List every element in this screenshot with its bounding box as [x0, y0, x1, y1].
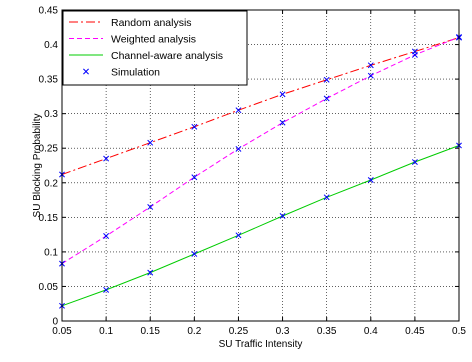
simulation-point [235, 145, 242, 152]
simulation-point [191, 123, 198, 130]
simulation-point [103, 286, 110, 293]
y-tick-label: 0 [52, 317, 58, 328]
y-tick-label: 0.2 [44, 178, 58, 189]
simulation-point [411, 51, 418, 58]
simulation-point [235, 232, 242, 239]
legend-label: Simulation [111, 66, 160, 78]
legend-entry: Random analysis [69, 17, 192, 29]
x-tick-label: 0.3 [276, 326, 290, 337]
simulation-point [367, 72, 374, 79]
simulation-point [367, 62, 374, 69]
simulation-point [323, 76, 330, 83]
y-tick-label: 0.1 [44, 247, 58, 258]
simulation-point [147, 269, 154, 276]
simulation-point [279, 119, 286, 126]
x-tick-label: 0.15 [140, 326, 160, 337]
legend-entry: Simulation [83, 66, 160, 78]
y-tick-label: 0.3 [44, 109, 58, 120]
y-tick-label: 0.45 [39, 6, 59, 17]
simulation-point [103, 155, 110, 162]
legend-entry: Channel-aware analysis [69, 50, 223, 62]
x-tick-label: 0.1 [99, 326, 113, 337]
x-tick-label: 0.05 [52, 326, 72, 337]
simulation-markers [59, 33, 462, 309]
simulation-point [147, 139, 154, 146]
simulation-point [367, 177, 374, 183]
plot-area [61, 9, 460, 322]
y-axis-label: SU Blocking Probability [32, 114, 43, 218]
y-tick-label: 0.4 [44, 40, 58, 51]
legend-entry: Weighted analysis [69, 33, 196, 45]
legend-label: Random analysis [111, 17, 192, 29]
simulation-point [235, 107, 242, 114]
series-layer [61, 36, 460, 307]
x-tick-label: 0.45 [405, 326, 425, 337]
x-tick-label: 0.4 [364, 326, 378, 337]
x-tick-label: 0.35 [317, 326, 337, 337]
legend: Random analysis Weighted analysis Channel-… [62, 10, 248, 86]
x-axis-label: SU Traffic Intensity [219, 339, 303, 350]
series-line-2 [61, 36, 460, 265]
y-tick-label: 0.15 [39, 213, 59, 224]
simulation-point [191, 251, 198, 257]
series-line-3 [61, 145, 460, 307]
legend-label: Weighted analysis [111, 33, 196, 45]
simulation-point [323, 95, 330, 102]
simulation-point [103, 233, 110, 239]
series-line-1 [61, 37, 460, 175]
y-tick-labels: 0 0.05 0.1 0.15 0.2 0.25 0.3 0.35 0.4 0.45 [39, 6, 59, 328]
x-tick-label: 0.2 [187, 326, 201, 337]
simulation-point [323, 194, 330, 201]
y-tick-label: 0.05 [39, 282, 59, 293]
legend-label: Channel-aware analysis [111, 50, 223, 62]
x-tick-labels: 0.05 0.1 0.15 0.2 0.25 0.3 0.35 0.4 0.45 0.5 [52, 326, 466, 337]
x-tick-label: 0.5 [452, 326, 466, 337]
y-tick-label: 0.25 [39, 144, 59, 155]
simulation-point [191, 174, 198, 181]
x-tick-label: 0.25 [229, 326, 249, 337]
legend-box [62, 10, 248, 86]
simulation-point [147, 204, 154, 210]
simulation-point [279, 91, 286, 98]
simulation-point [411, 159, 418, 165]
simulation-point [279, 212, 286, 219]
y-tick-label: 0.35 [39, 75, 59, 86]
